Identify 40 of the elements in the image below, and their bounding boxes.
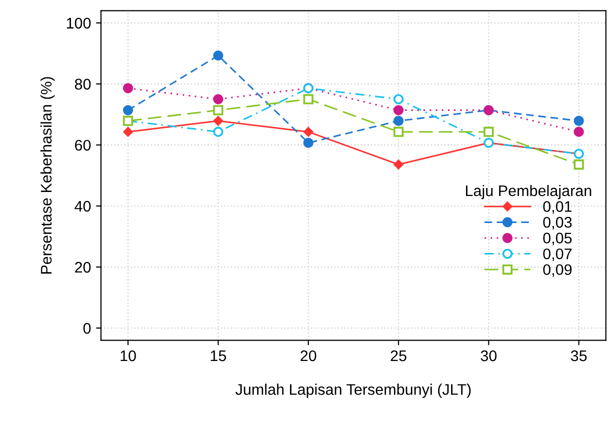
point	[393, 94, 404, 104]
legend-label: 0,01	[543, 201, 572, 214]
legend-label: 0,03	[543, 216, 572, 230]
y-tick-label: 0	[83, 322, 91, 334]
x-tick-label: 15	[210, 350, 226, 362]
y-tick-label: 20	[75, 262, 91, 273]
point	[123, 127, 133, 137]
x-axis-title: Jumlah Lapisan Tersembunyi (JLT)	[236, 384, 471, 398]
legend-title: Laju Pembelajaran	[466, 184, 592, 200]
point	[303, 94, 314, 104]
point	[574, 159, 584, 170]
point	[304, 127, 314, 137]
point	[122, 83, 134, 94]
point	[303, 138, 314, 148]
point	[213, 50, 224, 61]
point	[393, 116, 404, 126]
x-tick-label: 35	[570, 350, 587, 362]
point	[213, 126, 224, 137]
y-axis-title: Persentase Keberhasilan (%)	[40, 77, 55, 274]
legend-label: 0,07	[543, 248, 572, 262]
x-tick-label: 30	[480, 350, 497, 362]
point	[213, 105, 224, 116]
legend-label: 0,05	[543, 232, 572, 246]
point	[393, 126, 404, 137]
point	[484, 126, 494, 137]
point	[394, 160, 404, 170]
point	[213, 116, 224, 126]
y-tick-label: 80	[74, 78, 91, 90]
point	[393, 105, 404, 116]
point	[574, 116, 584, 126]
y-tick-label: 40	[74, 200, 91, 212]
point	[574, 126, 584, 137]
x-tick-label: 25	[390, 350, 406, 362]
legend-label: 0,09	[543, 264, 572, 277]
x-tick-label: 20	[300, 350, 316, 362]
y-tick-label: 100	[66, 18, 91, 29]
x-tick-label: 10	[120, 350, 136, 362]
point	[122, 105, 134, 116]
y-tick-label: 60	[75, 140, 91, 151]
point	[213, 94, 224, 104]
